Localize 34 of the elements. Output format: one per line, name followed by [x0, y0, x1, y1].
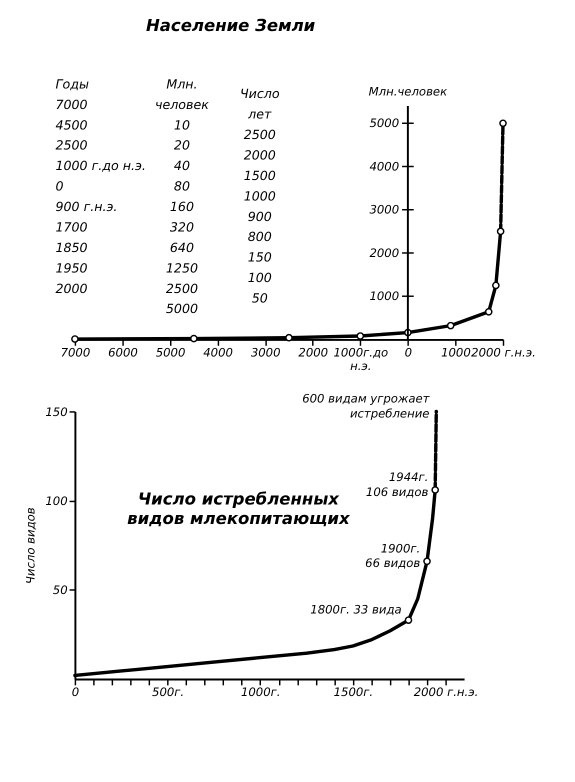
y-tick-label: 2000 [369, 246, 400, 260]
y-tick-label: 150 [45, 404, 68, 419]
annotation: 600 видам угрожает истребление [302, 392, 431, 420]
annotation: 1800г. 33 вида [310, 602, 402, 616]
x-tick-label: 0 [404, 345, 412, 360]
x-tick-label: 1000г.до н.э. [333, 345, 388, 374]
x-tick-label: 5000 [156, 345, 186, 360]
text: Млн. человек 10 20 40 80 160 320 640 1250 2500 5000 [155, 76, 209, 316]
text: Число истребленных видов млекопитающих [127, 489, 351, 528]
y-axis-title: Число видов [24, 507, 38, 584]
y-tick-label: 3000 [369, 202, 400, 217]
x-tick-label: 2000 г.н.э. [471, 345, 536, 360]
text: Число лет 2500 2000 1500 1000 900 800 150 100 50 [240, 86, 280, 306]
x-tick-label: 1000 [441, 345, 471, 360]
x-tick-label: 3000 [250, 345, 280, 360]
annotation: 1900г. 66 видов [365, 542, 420, 570]
x-tick-label: 2000 г.н.э. [414, 685, 478, 700]
y-tick-label: 50 [52, 583, 68, 598]
y-tick-label: 100 [45, 494, 68, 508]
chart-title: Население Земли [146, 16, 316, 36]
x-tick-label: 7000 [60, 345, 90, 360]
x-tick-label: 4000 [203, 345, 233, 360]
x-tick-label: 1500г. [334, 685, 374, 700]
y-tick-label: 4000 [369, 159, 400, 174]
x-tick-label: 1000г. [240, 685, 280, 700]
x-tick-label: 6000 [108, 345, 138, 360]
x-tick-label: 2000 [298, 345, 328, 360]
y-tick-label: 5000 [369, 116, 400, 130]
y-axis-title: Млн.человек [368, 84, 448, 98]
text: Годы 7000 4500 2500 1000 г.до н.э. 0 900 г.н.э. 1700 1850 1950 2000 [55, 76, 146, 296]
y-tick-label: 1000 [369, 289, 400, 304]
x-tick-label: 500г. [152, 685, 184, 700]
x-tick-label: 0 [72, 685, 80, 700]
annotation: 1944г. 106 видов [366, 470, 428, 499]
